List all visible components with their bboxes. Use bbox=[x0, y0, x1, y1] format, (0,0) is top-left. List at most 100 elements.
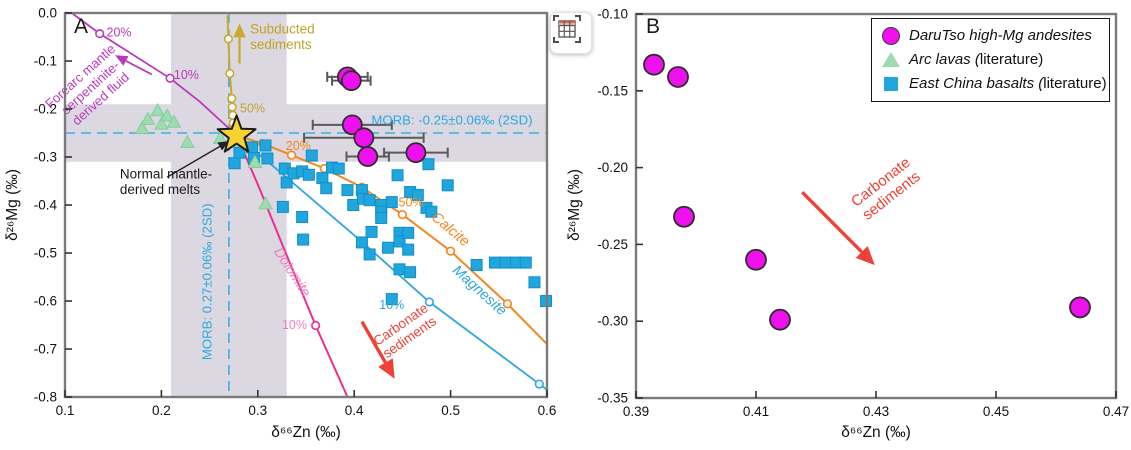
data-point bbox=[381, 241, 394, 254]
mixing-step-marker bbox=[534, 379, 544, 389]
data-point bbox=[667, 66, 689, 88]
x-tick-label: 0.43 bbox=[863, 404, 889, 419]
data-point bbox=[316, 172, 329, 185]
mixing-step-marker bbox=[311, 320, 321, 331]
data-point bbox=[159, 108, 175, 122]
subducted-sediments-arrow bbox=[233, 23, 246, 64]
panel-a-x-axis-title: δ⁶⁶Zn (‰) bbox=[271, 424, 341, 441]
data-point bbox=[332, 162, 345, 175]
data-point bbox=[673, 205, 695, 228]
y-tick-label: -0.4 bbox=[34, 198, 58, 213]
data-point bbox=[745, 248, 767, 271]
data-point bbox=[150, 102, 165, 117]
mixing-step-marker bbox=[446, 246, 456, 256]
arc-lavas-triangle-icon bbox=[881, 52, 901, 67]
data-point bbox=[1069, 296, 1091, 319]
data-point bbox=[154, 116, 169, 130]
annotation-serpentinite-10pct: 10% bbox=[174, 68, 199, 82]
data-point bbox=[402, 243, 415, 256]
data-point bbox=[355, 236, 368, 249]
data-point bbox=[140, 111, 156, 125]
data-point bbox=[365, 225, 378, 238]
annotation-normal-mantle-label: Normal mantle-derived melts bbox=[120, 167, 212, 198]
annotation-magnesite-10pct: 10% bbox=[379, 298, 404, 312]
data-point bbox=[261, 152, 274, 165]
data-point bbox=[404, 266, 417, 279]
series-arc-lavas-literature bbox=[134, 102, 273, 210]
serpentinite-fluid-line bbox=[71, 12, 238, 137]
x-tick-label: 0.5 bbox=[441, 403, 460, 418]
mixing-step-marker bbox=[165, 73, 175, 83]
normal-mantle-arrow bbox=[166, 141, 229, 178]
data-point bbox=[347, 199, 360, 211]
x-tick-label: 0.47 bbox=[1103, 404, 1129, 419]
data-point bbox=[422, 158, 435, 171]
data-point bbox=[166, 114, 182, 128]
x-tick-label: 0.2 bbox=[152, 403, 171, 418]
data-point bbox=[385, 196, 398, 209]
annotation-calcite-50pct: 50% bbox=[399, 195, 424, 209]
data-point bbox=[228, 157, 241, 170]
panel-a: MORB: -0.25±0.06‰ (2SD) MORB: 0.27±0.06‰ … bbox=[34, 6, 557, 419]
x-tick-label: 0.39 bbox=[623, 404, 649, 419]
data-point bbox=[375, 211, 388, 224]
plot-border bbox=[63, 11, 549, 399]
data-point bbox=[233, 146, 246, 159]
dolomite-line bbox=[235, 135, 349, 398]
data-point bbox=[643, 53, 665, 76]
data-point bbox=[363, 194, 376, 207]
data-point bbox=[499, 256, 512, 269]
x-tick-label: 0.45 bbox=[983, 404, 1009, 419]
y-tick-label: -0.5 bbox=[34, 246, 57, 261]
data-point bbox=[247, 154, 263, 169]
data-point bbox=[320, 182, 333, 195]
data-point bbox=[425, 205, 438, 218]
mixing-step-marker bbox=[225, 68, 235, 79]
data-point bbox=[302, 168, 315, 181]
carbonate-sediments-arrow bbox=[360, 320, 395, 379]
forearc-fluid-arrow bbox=[115, 55, 153, 76]
x-tick-label: 0.41 bbox=[743, 404, 769, 419]
data-point bbox=[769, 308, 791, 331]
data-point bbox=[393, 263, 406, 276]
annotation-calcite-20pct: 20% bbox=[286, 139, 311, 153]
data-point bbox=[340, 70, 362, 92]
legend: DaruTso high-Mg andesites Arc lavas (lit… bbox=[871, 18, 1110, 102]
data-point bbox=[411, 188, 424, 201]
panel-b-y-axis-title: δ²⁶Mg (‰) bbox=[566, 169, 583, 241]
panel-a-label: A bbox=[74, 15, 89, 38]
mixing-step-marker bbox=[286, 150, 297, 160]
series-darutso-high-mg-andesites bbox=[303, 66, 449, 167]
table-capture-button[interactable] bbox=[550, 12, 592, 54]
series-east-china-basalts-literature bbox=[228, 139, 553, 307]
x-tick-label: 0.4 bbox=[345, 403, 364, 418]
y-tick-label: -0.3 bbox=[34, 150, 57, 165]
data-point bbox=[357, 146, 379, 167]
legend-label: East China basalts ( bbox=[909, 75, 1044, 92]
data-point bbox=[519, 256, 532, 269]
data-point bbox=[280, 176, 293, 189]
panel-a-y-axis-title: δ²⁶Mg (‰) bbox=[4, 169, 21, 241]
legend-label: Arc lavas ( bbox=[909, 51, 980, 68]
mixing-step-marker bbox=[502, 299, 513, 309]
annotation-morb-zn-label: MORB: 0.27±0.06‰ (2SD) bbox=[200, 203, 215, 360]
annotation-subducted-50pct: 50% bbox=[240, 101, 265, 115]
data-point bbox=[341, 114, 363, 136]
mixing-step-marker bbox=[227, 102, 237, 112]
x-tick-label: 0.1 bbox=[56, 403, 75, 418]
data-point bbox=[528, 276, 541, 289]
table-capture-icon bbox=[553, 15, 581, 43]
mixing-step-marker bbox=[95, 29, 105, 39]
legend-item: East China basalts (literature) bbox=[881, 72, 1107, 95]
data-point bbox=[405, 142, 427, 164]
panel-a-axes: 0.1 0.2 0.3 0.4 0.5 0.6 0.0 -0.1 -0.2 -0.3 -0.4 -0.… bbox=[34, 6, 557, 419]
y-tick-label: -0.25 bbox=[597, 237, 628, 252]
data-point bbox=[385, 293, 398, 306]
mixing-step-marker bbox=[397, 210, 408, 220]
east-china-square-icon bbox=[881, 76, 901, 91]
data-point bbox=[341, 184, 354, 197]
star-normal-mantle-melts bbox=[216, 114, 257, 153]
y-tick-label: -0.2 bbox=[34, 102, 57, 117]
annotation-serpentinite-20pct: 20% bbox=[107, 26, 132, 40]
